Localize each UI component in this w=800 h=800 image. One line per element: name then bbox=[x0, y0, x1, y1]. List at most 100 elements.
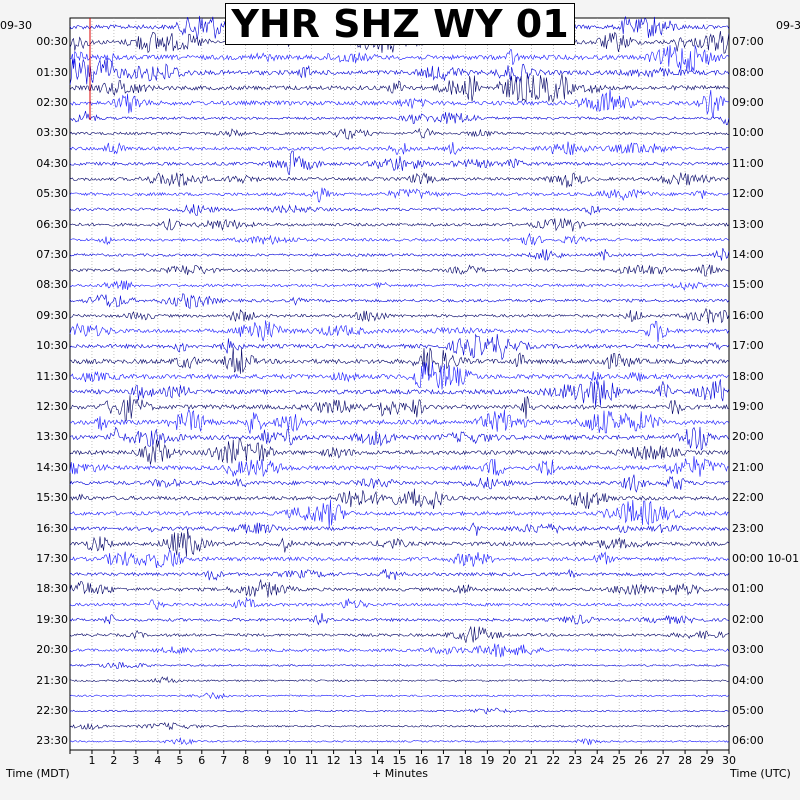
right-time-label: 23:00 bbox=[732, 521, 764, 535]
seismic-trace bbox=[69, 172, 730, 188]
x-tick-label: 11 bbox=[304, 754, 319, 767]
seismic-trace bbox=[69, 217, 730, 232]
seismic-trace bbox=[69, 662, 729, 670]
seismic-trace bbox=[69, 232, 729, 246]
x-tick-label: 24 bbox=[590, 754, 605, 767]
seismic-trace bbox=[69, 362, 729, 390]
x-tick-label: 3 bbox=[132, 754, 140, 767]
seismic-trace bbox=[69, 474, 729, 493]
seismic-trace bbox=[69, 150, 729, 175]
seismic-trace bbox=[69, 141, 729, 156]
right-time-label: 11:00 bbox=[732, 156, 764, 170]
right-time-label: 04:00 bbox=[732, 673, 764, 687]
right-time-label: 17:00 bbox=[732, 339, 764, 353]
left-time-label: 23:30 bbox=[36, 734, 68, 748]
seismic-trace bbox=[69, 625, 729, 644]
seismic-trace bbox=[69, 549, 729, 569]
right-time-label: 10:00 bbox=[732, 126, 764, 140]
x-tick-label: 18 bbox=[458, 754, 473, 767]
seismic-trace bbox=[69, 643, 730, 658]
x-tick-label: 10 bbox=[282, 754, 297, 767]
right-time-label: 03:00 bbox=[732, 643, 764, 657]
seismic-trace bbox=[69, 488, 730, 510]
seismic-trace bbox=[69, 395, 729, 421]
seismic-trace bbox=[69, 426, 730, 451]
right-time-label: 06:00 bbox=[732, 734, 764, 748]
x-tick-label: 12 bbox=[326, 754, 341, 767]
right-time-label: 08:00 bbox=[732, 65, 764, 79]
seismic-trace bbox=[69, 73, 730, 103]
seismic-trace bbox=[69, 522, 729, 536]
right-time-label: 14:00 bbox=[732, 248, 764, 261]
seismic-trace bbox=[69, 612, 729, 626]
left-time-label: 22:30 bbox=[36, 704, 68, 717]
x-tick-label: 17 bbox=[436, 754, 451, 767]
left-time-label: 00:30 bbox=[36, 35, 68, 49]
y-axis-left-title: Time (MDT) bbox=[6, 767, 70, 780]
x-tick-label: 13 bbox=[348, 754, 363, 767]
left-time-label: 13:30 bbox=[36, 430, 68, 444]
x-tick-label: 19 bbox=[480, 754, 495, 767]
left-time-label: 09:30 bbox=[36, 308, 68, 322]
right-time-label: 02:00 bbox=[732, 612, 764, 626]
grid-layer bbox=[69, 18, 730, 754]
x-tick-label: 23 bbox=[568, 754, 583, 767]
seismic-trace bbox=[69, 264, 729, 277]
right-time-label: 12:00 bbox=[732, 187, 764, 201]
y-axis-right-title: Time (UTC) bbox=[730, 767, 791, 780]
x-tick-label: 2 bbox=[110, 754, 118, 767]
left-time-label: 21:30 bbox=[36, 673, 68, 687]
seismic-trace bbox=[69, 408, 729, 434]
left-time-label: 17:30 bbox=[36, 552, 68, 565]
x-tick-label: 30 bbox=[722, 754, 736, 767]
seismic-trace bbox=[69, 110, 730, 126]
left-time-label: 20:30 bbox=[36, 643, 68, 657]
left-time-label: 18:30 bbox=[36, 582, 68, 596]
seismic-trace bbox=[69, 596, 730, 610]
left-time-label: 10:30 bbox=[36, 339, 68, 353]
x-axis-title: + Minutes bbox=[372, 767, 429, 780]
seismic-trace bbox=[69, 737, 729, 746]
seismic-trace bbox=[69, 127, 729, 140]
left-time-label: 04:30 bbox=[36, 156, 68, 170]
right-time-label: 16:00 bbox=[732, 308, 764, 322]
left-time-label: 06:30 bbox=[36, 217, 68, 231]
left-time-label: 16:30 bbox=[36, 521, 68, 535]
chart-title: YHR SHZ WY 01 bbox=[225, 2, 575, 46]
left-time-label: 03:30 bbox=[36, 126, 68, 140]
x-tick-label: 27 bbox=[656, 754, 671, 767]
x-tick-label: 4 bbox=[154, 754, 162, 767]
x-tick-label: 21 bbox=[524, 754, 539, 767]
right-time-label: 01:00 bbox=[732, 582, 764, 596]
left-time-label: 08:30 bbox=[36, 278, 68, 292]
x-tick-label: 28 bbox=[678, 754, 693, 767]
left-time-label: 05:30 bbox=[36, 187, 68, 201]
seismic-trace bbox=[69, 333, 730, 361]
x-tick-label: 20 bbox=[502, 754, 517, 767]
seismic-trace bbox=[69, 499, 729, 528]
seismic-trace bbox=[69, 707, 729, 715]
date-left-label: 09-30 bbox=[0, 19, 32, 32]
date-right-label: 09-30 bbox=[776, 19, 800, 32]
left-time-label: 02:30 bbox=[36, 96, 68, 109]
seismic-trace bbox=[69, 568, 730, 581]
seismic-trace bbox=[69, 379, 730, 407]
left-time-label: 07:30 bbox=[36, 248, 68, 261]
left-time-label: 12:30 bbox=[36, 400, 68, 413]
x-tick-label: 22 bbox=[546, 754, 561, 767]
left-time-label: 19:30 bbox=[36, 612, 68, 626]
x-tick-label: 9 bbox=[264, 754, 272, 767]
right-time-label: 20:00 bbox=[732, 430, 764, 444]
seismic-trace bbox=[69, 347, 729, 376]
x-tick-label: 25 bbox=[612, 754, 627, 767]
x-tick-label: 26 bbox=[634, 754, 649, 767]
seismic-trace bbox=[69, 204, 730, 216]
right-time-label: 18:00 bbox=[732, 369, 764, 383]
trace-layer bbox=[69, 13, 730, 746]
x-tick-label: 16 bbox=[414, 754, 429, 767]
x-tick-label: 29 bbox=[700, 754, 715, 767]
right-time-label: 13:00 bbox=[732, 217, 764, 231]
x-tick-label: 5 bbox=[176, 754, 184, 767]
seismic-trace bbox=[69, 578, 729, 598]
seismic-trace bbox=[69, 692, 730, 700]
